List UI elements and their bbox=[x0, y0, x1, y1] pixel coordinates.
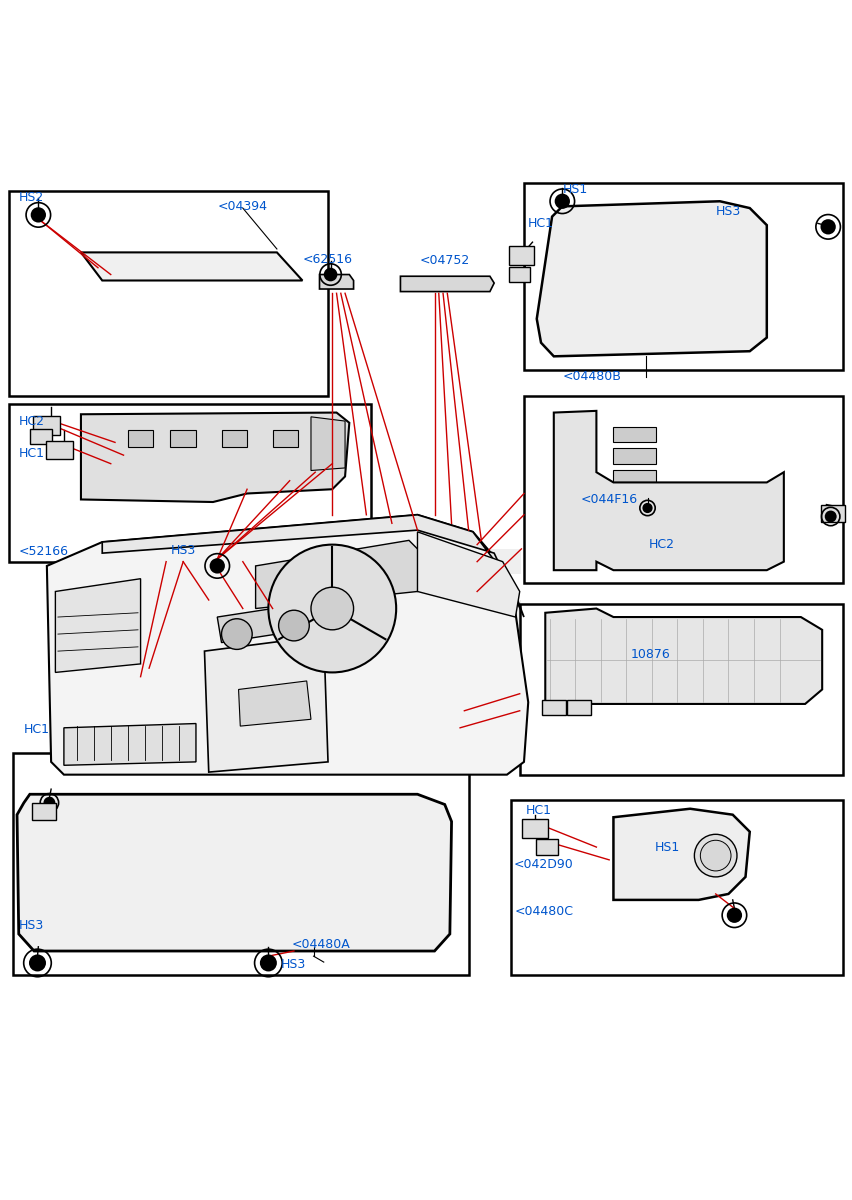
Bar bbox=[489, 600, 521, 625]
Bar bbox=[392, 625, 424, 652]
Polygon shape bbox=[273, 430, 298, 446]
Text: HS3: HS3 bbox=[281, 958, 307, 971]
Text: HS3: HS3 bbox=[19, 919, 44, 932]
Circle shape bbox=[44, 798, 55, 808]
Polygon shape bbox=[102, 515, 524, 617]
Text: <62516: <62516 bbox=[302, 253, 353, 265]
Circle shape bbox=[643, 504, 652, 512]
Text: HC1: HC1 bbox=[526, 804, 552, 817]
Circle shape bbox=[700, 840, 731, 871]
Circle shape bbox=[556, 194, 569, 208]
Polygon shape bbox=[81, 413, 349, 502]
Polygon shape bbox=[545, 608, 822, 704]
Text: HS3: HS3 bbox=[716, 205, 741, 218]
Text: HS3: HS3 bbox=[170, 544, 196, 557]
Polygon shape bbox=[64, 724, 196, 766]
Bar bbox=[613, 449, 656, 463]
Polygon shape bbox=[239, 680, 311, 726]
Circle shape bbox=[222, 619, 252, 649]
Bar bbox=[457, 575, 489, 600]
Polygon shape bbox=[554, 410, 784, 570]
Polygon shape bbox=[537, 202, 767, 356]
Bar bbox=[520, 605, 843, 775]
Circle shape bbox=[311, 587, 354, 630]
Circle shape bbox=[728, 908, 741, 922]
Bar bbox=[524, 182, 843, 370]
Text: <04480C: <04480C bbox=[515, 905, 573, 918]
Circle shape bbox=[279, 611, 309, 641]
Polygon shape bbox=[400, 276, 494, 292]
Bar bbox=[9, 404, 371, 562]
Polygon shape bbox=[613, 809, 750, 900]
Bar bbox=[524, 396, 843, 583]
Bar bbox=[417, 280, 428, 288]
Bar bbox=[509, 246, 534, 265]
Text: c  a: c a bbox=[84, 659, 120, 678]
Text: <04480A: <04480A bbox=[291, 937, 350, 950]
Bar bbox=[33, 416, 60, 434]
Text: HC1: HC1 bbox=[528, 217, 555, 230]
Text: <04394: <04394 bbox=[217, 200, 268, 212]
Polygon shape bbox=[55, 578, 141, 672]
Bar bbox=[509, 266, 530, 282]
Bar bbox=[31, 428, 51, 444]
Bar bbox=[13, 754, 469, 974]
Bar bbox=[424, 600, 457, 625]
Polygon shape bbox=[81, 252, 302, 281]
Polygon shape bbox=[311, 416, 345, 470]
Bar bbox=[489, 548, 521, 575]
Bar bbox=[613, 427, 656, 443]
Bar bbox=[469, 280, 479, 288]
Polygon shape bbox=[204, 636, 328, 772]
Bar bbox=[537, 840, 558, 854]
Bar bbox=[424, 548, 457, 575]
Text: <52166: <52166 bbox=[19, 545, 69, 558]
Bar bbox=[567, 700, 591, 715]
Text: <04480B: <04480B bbox=[562, 371, 621, 383]
Bar bbox=[522, 818, 548, 838]
Polygon shape bbox=[417, 532, 520, 617]
Bar bbox=[452, 280, 462, 288]
Polygon shape bbox=[170, 430, 196, 446]
Bar bbox=[457, 625, 489, 652]
Text: soudpro: soudpro bbox=[136, 566, 443, 634]
Bar bbox=[32, 803, 56, 820]
Bar bbox=[542, 700, 566, 715]
Text: HC1: HC1 bbox=[19, 446, 45, 460]
Text: HC2: HC2 bbox=[649, 538, 676, 551]
Polygon shape bbox=[222, 430, 247, 446]
Polygon shape bbox=[256, 540, 426, 608]
Circle shape bbox=[325, 269, 337, 281]
Bar bbox=[392, 575, 424, 600]
Circle shape bbox=[32, 208, 45, 222]
Text: HS2: HS2 bbox=[19, 191, 44, 204]
Text: HS1: HS1 bbox=[654, 840, 680, 853]
Bar bbox=[435, 280, 445, 288]
Bar bbox=[9, 191, 328, 396]
Bar bbox=[46, 440, 73, 460]
Text: <04752: <04752 bbox=[419, 254, 469, 268]
Polygon shape bbox=[320, 275, 354, 289]
Text: HC1: HC1 bbox=[24, 724, 50, 736]
Text: 10876: 10876 bbox=[630, 648, 671, 661]
Text: <044F16: <044F16 bbox=[581, 493, 638, 506]
Bar bbox=[821, 504, 845, 522]
Polygon shape bbox=[17, 794, 452, 952]
Bar bbox=[613, 469, 656, 485]
Polygon shape bbox=[217, 600, 332, 642]
Text: HC2: HC2 bbox=[19, 414, 45, 427]
Circle shape bbox=[268, 545, 396, 672]
Circle shape bbox=[821, 220, 835, 234]
Polygon shape bbox=[47, 515, 528, 775]
Circle shape bbox=[210, 559, 224, 572]
Text: <042D90: <042D90 bbox=[514, 858, 573, 871]
Circle shape bbox=[261, 955, 276, 971]
Bar bbox=[511, 800, 843, 974]
Circle shape bbox=[30, 955, 45, 971]
Circle shape bbox=[694, 834, 737, 877]
Circle shape bbox=[826, 511, 836, 522]
Text: HS1: HS1 bbox=[562, 182, 588, 196]
Polygon shape bbox=[128, 430, 153, 446]
